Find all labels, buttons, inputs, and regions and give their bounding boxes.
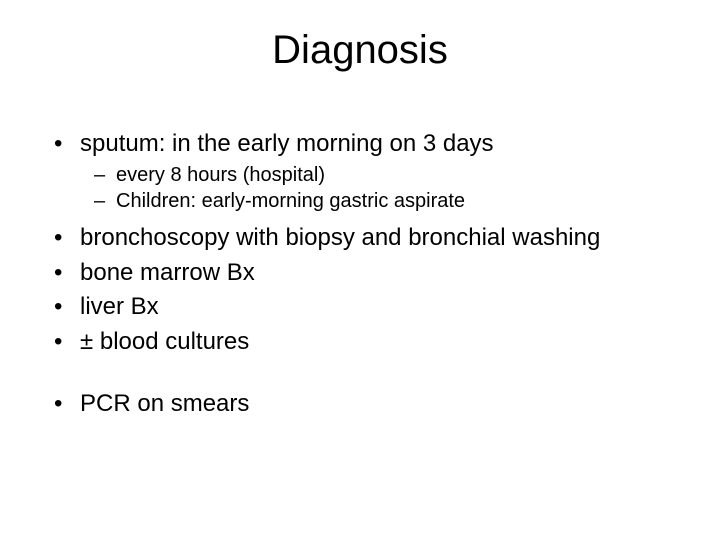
bullet-text: every 8 hours (hospital) xyxy=(116,162,325,188)
bullet-l1: • bone marrow Bx xyxy=(54,257,674,289)
spacer xyxy=(54,214,674,222)
bullet-text: Children: early-morning gastric aspirate xyxy=(116,188,465,214)
slide-content: • sputum: in the early morning on 3 days… xyxy=(54,128,674,422)
bullet-icon: • xyxy=(54,326,80,358)
dash-icon: – xyxy=(94,162,116,188)
slide-title: Diagnosis xyxy=(0,28,720,73)
bullet-text: liver Bx xyxy=(80,291,159,323)
bullet-text: bronchoscopy with biopsy and bronchial w… xyxy=(80,222,600,254)
bullet-text: bone marrow Bx xyxy=(80,257,255,289)
spacer xyxy=(54,360,674,388)
bullet-icon: • xyxy=(54,128,80,160)
bullet-l1: • liver Bx xyxy=(54,291,674,323)
bullet-l1: • sputum: in the early morning on 3 days xyxy=(54,128,674,160)
bullet-l1: • ± blood cultures xyxy=(54,326,674,358)
dash-icon: – xyxy=(94,188,116,214)
bullet-l2: – Children: early-morning gastric aspira… xyxy=(94,188,674,214)
bullet-icon: • xyxy=(54,388,80,420)
bullet-icon: • xyxy=(54,257,80,289)
bullet-l2: – every 8 hours (hospital) xyxy=(94,162,674,188)
bullet-l1: • PCR on smears xyxy=(54,388,674,420)
bullet-icon: • xyxy=(54,291,80,323)
bullet-icon: • xyxy=(54,222,80,254)
bullet-text: PCR on smears xyxy=(80,388,249,420)
bullet-l1: • bronchoscopy with biopsy and bronchial… xyxy=(54,222,674,254)
slide-container: Diagnosis • sputum: in the early morning… xyxy=(0,0,720,540)
bullet-text: ± blood cultures xyxy=(80,326,249,358)
bullet-text: sputum: in the early morning on 3 days xyxy=(80,128,494,160)
